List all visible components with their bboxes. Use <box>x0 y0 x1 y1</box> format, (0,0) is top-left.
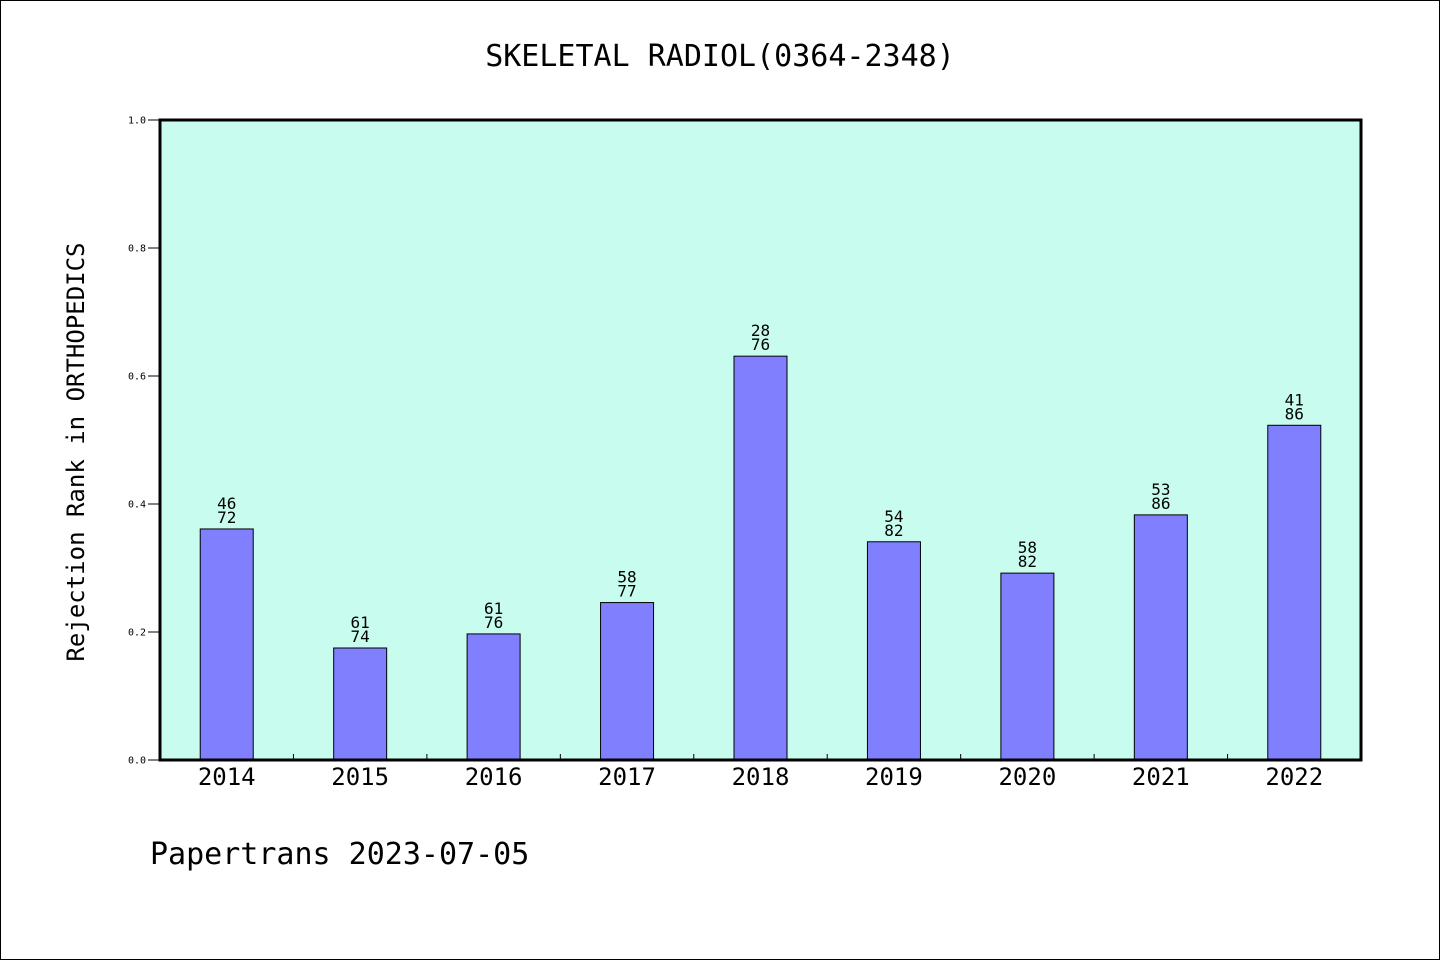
bar-label-top-2021: 53 <box>1151 480 1170 499</box>
x-tick-label-2022: 2022 <box>1265 763 1323 791</box>
bar-2014 <box>199 528 254 761</box>
x-tick-label-2015: 2015 <box>331 763 389 791</box>
bar-2019 <box>866 541 921 761</box>
x-tick-label-2017: 2017 <box>598 763 656 791</box>
bar-label-bottom-2015: 74 <box>351 627 370 646</box>
y-tick-label: 0.8 <box>128 244 146 255</box>
bar-label-bottom-2021: 86 <box>1151 494 1170 513</box>
chart-title: SKELETAL RADIOL(0364-2348) <box>485 39 955 74</box>
bar-2015 <box>333 647 388 761</box>
x-tick-label-2018: 2018 <box>732 763 790 791</box>
bar-2018 <box>733 355 788 761</box>
bar-label-top-2017: 58 <box>617 568 636 587</box>
bar-label-bottom-2019: 82 <box>884 521 903 540</box>
bar-label-bottom-2018: 76 <box>751 335 770 354</box>
x-tick-label-2020: 2020 <box>998 763 1056 791</box>
y-tick-label: 0.0 <box>128 756 146 767</box>
y-axis-label: Rejection Rank in ORTHOPEDICS <box>62 242 90 661</box>
footer-text: Papertrans 2023-07-05 <box>150 837 529 872</box>
bar-label-top-2019: 54 <box>884 507 903 526</box>
y-tick-label: 0.6 <box>128 372 146 383</box>
x-tick-label-2014: 2014 <box>198 763 256 791</box>
x-tick-label-2021: 2021 <box>1132 763 1190 791</box>
plot-frame <box>158 118 1363 762</box>
bar-2020 <box>1000 572 1055 761</box>
bar-2021 <box>1133 514 1188 761</box>
y-tick-label: 0.2 <box>128 628 146 639</box>
bar-2016 <box>466 633 521 761</box>
bar-label-top-2014: 46 <box>217 494 236 513</box>
bar-2022 <box>1267 424 1322 761</box>
bar-label-bottom-2017: 77 <box>617 582 636 601</box>
bar-label-top-2018: 28 <box>751 321 770 340</box>
bar-label-top-2016: 61 <box>484 599 503 618</box>
bar-label-top-2020: 58 <box>1018 538 1037 557</box>
x-tick-label-2016: 2016 <box>465 763 523 791</box>
bar-label-top-2022: 41 <box>1285 390 1304 409</box>
bar-label-bottom-2016: 76 <box>484 613 503 632</box>
bar-2017 <box>600 602 655 761</box>
bar-label-bottom-2014: 72 <box>217 508 236 527</box>
bar-label-bottom-2022: 86 <box>1285 404 1304 423</box>
y-tick-label: 0.4 <box>128 500 146 511</box>
x-tick-label-2019: 2019 <box>865 763 923 791</box>
bar-label-top-2015: 61 <box>351 613 370 632</box>
bar-label-bottom-2020: 82 <box>1018 552 1037 571</box>
y-tick-label: 1.0 <box>128 116 146 127</box>
